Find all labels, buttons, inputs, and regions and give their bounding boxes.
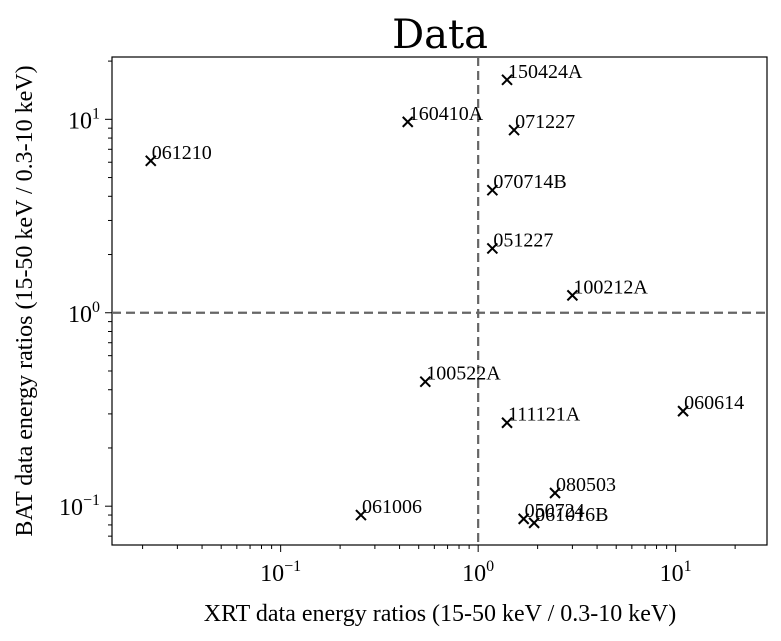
data-point: 050724 xyxy=(517,500,585,525)
x-tick-label: 10−1 xyxy=(260,558,301,587)
data-point: 150424A xyxy=(501,61,583,86)
data-point: 061006 xyxy=(355,496,422,521)
point-label: 061006 xyxy=(362,496,422,518)
data-point: 111121A xyxy=(501,404,581,429)
point-label: 100522A xyxy=(426,363,501,385)
x-marker xyxy=(528,517,540,529)
point-label: 111121A xyxy=(508,404,581,426)
data-point: 061016B xyxy=(528,504,608,529)
y-axis-ticks: 10−1 100 101 xyxy=(59,60,112,537)
y-axis-label: BAT data energy ratios (15-50 keV / 0.3-… xyxy=(12,65,38,536)
x-marker xyxy=(677,405,689,417)
data-point: 100212A xyxy=(566,276,648,302)
chart-title: Data xyxy=(392,12,488,58)
data-point: 061210 xyxy=(145,142,212,167)
x-marker xyxy=(355,509,367,521)
point-label: 160410A xyxy=(409,103,484,125)
point-label: 150424A xyxy=(508,61,583,83)
data-point: 160410A xyxy=(402,103,484,128)
plot-area xyxy=(111,56,768,546)
reference-lines xyxy=(112,57,767,545)
plot-frame xyxy=(111,56,768,546)
x-marker xyxy=(517,513,530,525)
point-label: 100212A xyxy=(573,276,648,298)
point-label: 050724 xyxy=(525,500,585,522)
point-label: 061016B xyxy=(535,504,608,526)
point-label: 061210 xyxy=(152,142,212,164)
data-point: 100522A xyxy=(419,363,501,388)
x-axis-label: XRT data energy ratios (15-50 keV / 0.3-… xyxy=(204,601,676,627)
point-label: 060614 xyxy=(684,392,744,414)
point-label: 051227 xyxy=(493,229,553,251)
point-label: 071227 xyxy=(515,111,575,133)
y-tick-label: 10−1 xyxy=(59,492,100,521)
x-tick-label: 101 xyxy=(660,558,692,587)
y-tick-label: 101 xyxy=(68,105,100,134)
x-tick-label: 100 xyxy=(462,558,494,587)
x-marker xyxy=(501,417,513,429)
x-marker xyxy=(486,242,499,255)
x-marker xyxy=(501,74,513,86)
x-marker xyxy=(566,289,579,302)
x-marker xyxy=(419,376,432,388)
x-marker xyxy=(486,184,499,196)
y-tick-label: 100 xyxy=(68,299,100,328)
x-marker xyxy=(549,487,561,499)
data-points: 150424A 160410A 071227 061210 070714B 051227 1… xyxy=(145,61,744,529)
point-label: 080503 xyxy=(556,474,616,496)
data-point: 071227 xyxy=(508,111,575,136)
x-marker xyxy=(145,155,157,167)
point-label: 070714B xyxy=(493,171,566,193)
data-point: 070714B xyxy=(486,171,567,196)
x-marker xyxy=(402,116,414,128)
data-point: 051227 xyxy=(486,229,553,255)
data-point: 080503 xyxy=(549,474,616,499)
x-marker xyxy=(508,124,520,136)
x-axis-ticks: 10−1 100 101 xyxy=(142,545,736,587)
data-point: 060614 xyxy=(677,392,744,417)
